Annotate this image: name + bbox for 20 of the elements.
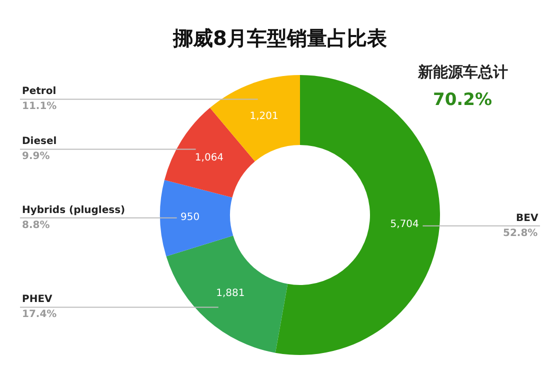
slice-label: BEV bbox=[516, 213, 538, 224]
text: 9.9% bbox=[22, 151, 50, 162]
text: 11.1% bbox=[22, 101, 57, 112]
data-label: 1,201 bbox=[250, 110, 278, 122]
text: 新能源车总计 bbox=[417, 63, 508, 81]
data-label: 1,064 bbox=[194, 152, 224, 164]
text: 52.8% bbox=[503, 228, 538, 239]
donut-slice bbox=[160, 180, 234, 256]
chart-title: 挪威8月车型销量占比表 bbox=[172, 26, 387, 50]
slice-label: Petrol bbox=[22, 86, 56, 97]
text: 70.2% bbox=[433, 90, 492, 110]
data-label: 1,881 bbox=[216, 288, 245, 300]
slice-label: Hybrids (plugless) bbox=[22, 205, 126, 216]
data-label: 950 bbox=[180, 212, 200, 224]
slice-label: Diesel bbox=[22, 136, 57, 147]
donut-slice bbox=[166, 236, 288, 353]
slice-label: PHEV bbox=[22, 294, 53, 305]
text: 8.8% bbox=[22, 220, 50, 231]
text: 17.4% bbox=[22, 309, 57, 320]
data-label: 5,704 bbox=[390, 218, 419, 230]
